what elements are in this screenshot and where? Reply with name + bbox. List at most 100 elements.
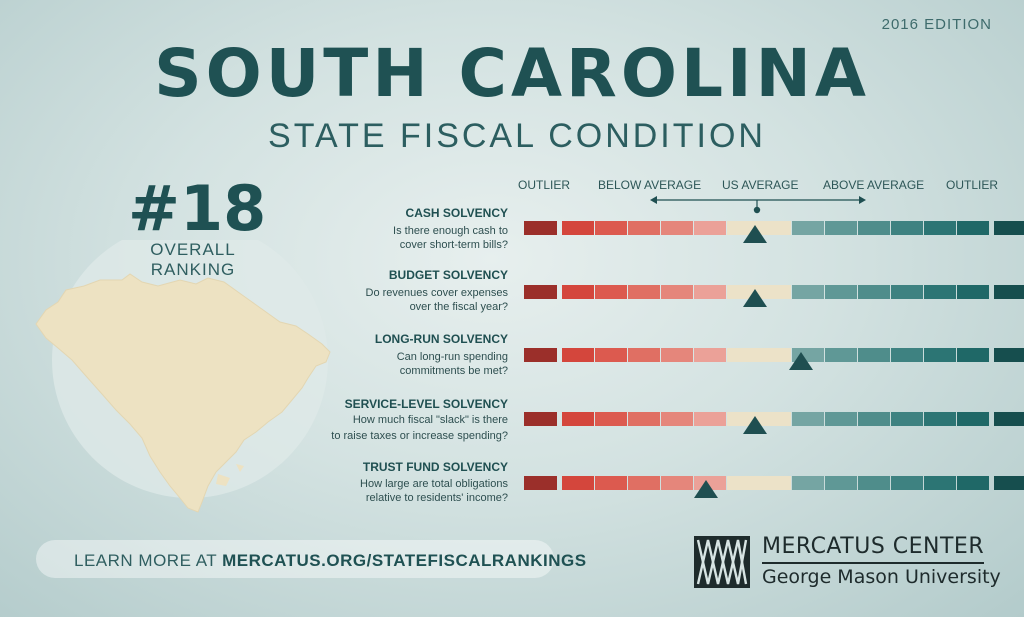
org-subtitle: George Mason University xyxy=(762,566,1001,588)
bar-segment xyxy=(858,412,890,426)
ranking-marker xyxy=(694,480,719,498)
bar-segment xyxy=(595,285,627,299)
org-name: MERCATUS CENTER xyxy=(762,534,985,559)
bar-segment xyxy=(957,412,989,426)
bar-segment xyxy=(661,221,693,235)
bar-segment xyxy=(825,412,857,426)
org-divider xyxy=(762,562,984,564)
metric-title: TRUST FUND SOLVENCY xyxy=(362,460,508,474)
metric-question-line1: Can long-run spending xyxy=(396,351,508,363)
bar-segment xyxy=(924,412,956,426)
bar-segment xyxy=(524,221,557,235)
metric-bar xyxy=(524,412,1024,426)
bar-segment xyxy=(924,476,956,490)
bar-segment xyxy=(562,412,594,426)
learn-more-prefix: LEARN MORE AT xyxy=(74,551,223,570)
bar-segment xyxy=(524,476,557,490)
metric-question-line1: Is there enough cash to xyxy=(393,225,508,237)
bar-segment xyxy=(994,412,1024,426)
rank-number: #18 xyxy=(128,172,267,245)
scale-outlier-low: OUTLIER xyxy=(518,178,571,192)
bar-segment xyxy=(595,412,627,426)
mercatus-logo-icon xyxy=(694,536,750,588)
bar-segment xyxy=(562,348,594,362)
bar-segment xyxy=(924,221,956,235)
bar-segment xyxy=(694,412,726,426)
bar-segment xyxy=(891,285,923,299)
bar-segment xyxy=(595,221,627,235)
metric-bar xyxy=(524,476,1024,490)
metric-question-line1: How much fiscal "slack" is there xyxy=(352,414,508,426)
metric-title: CASH SOLVENCY xyxy=(405,206,508,220)
bar-segment xyxy=(792,476,824,490)
bar-segment xyxy=(891,412,923,426)
metric-question-line1: Do revenues cover expenses xyxy=(365,287,508,299)
bar-segment xyxy=(924,285,956,299)
metric-bar xyxy=(524,348,1024,362)
bar-segment xyxy=(792,285,824,299)
state-title: SOUTH CAROLINA xyxy=(154,35,870,112)
metric-title: BUDGET SOLVENCY xyxy=(388,268,508,282)
bar-segment xyxy=(694,348,726,362)
bar-segment xyxy=(792,221,824,235)
bar-segment xyxy=(661,412,693,426)
south-carolina-shape xyxy=(35,273,331,513)
scale-us-average: US AVERAGE xyxy=(722,178,799,192)
metric-question-line2: relative to residents' income? xyxy=(365,492,508,504)
bar-segment xyxy=(661,348,693,362)
edition-label: 2016 EDITION xyxy=(881,16,992,33)
bar-segment xyxy=(562,221,594,235)
bar-segment xyxy=(994,348,1024,362)
bar-segment xyxy=(524,348,557,362)
bar-segment xyxy=(825,285,857,299)
bar-segment xyxy=(628,285,660,299)
bar-segment xyxy=(661,476,693,490)
learn-more-url[interactable]: MERCATUS.ORG/STATEFISCALRANKINGS xyxy=(222,551,587,570)
rank-label: OVERALL RANKING xyxy=(150,240,236,279)
bar-segment xyxy=(858,476,890,490)
bar-segment xyxy=(727,476,791,490)
bar-segment xyxy=(562,285,594,299)
bar-segment xyxy=(957,285,989,299)
bar-segment xyxy=(825,476,857,490)
bar-segment xyxy=(924,348,956,362)
metric-question-line2: to raise taxes or increase spending? xyxy=(331,430,508,442)
bar-segment xyxy=(858,285,890,299)
bar-segment xyxy=(825,221,857,235)
average-dot xyxy=(753,206,761,214)
bar-segment xyxy=(562,476,594,490)
bar-segment xyxy=(524,412,557,426)
bar-segment xyxy=(957,476,989,490)
bar-segment xyxy=(994,476,1024,490)
bar-segment xyxy=(891,348,923,362)
bar-segment xyxy=(694,221,726,235)
bar-segment xyxy=(727,348,791,362)
coastal-islands xyxy=(216,464,244,486)
learn-more-pill[interactable] xyxy=(36,540,554,578)
metric-question-line2: cover short-term bills? xyxy=(399,239,508,251)
metric-bar xyxy=(524,221,1024,235)
bar-segment xyxy=(957,348,989,362)
metric-question-line2: commitments be met? xyxy=(399,365,508,377)
bar-segment xyxy=(994,285,1024,299)
bar-segment xyxy=(661,285,693,299)
bar-segment xyxy=(628,476,660,490)
scale-arrow xyxy=(650,196,866,214)
scale-above-average: ABOVE AVERAGE xyxy=(823,178,925,192)
bar-segment xyxy=(858,221,890,235)
metric-title: LONG-RUN SOLVENCY xyxy=(374,332,508,346)
bar-segment xyxy=(694,285,726,299)
bar-segment xyxy=(595,476,627,490)
state-map xyxy=(30,222,340,530)
bar-segment xyxy=(792,412,824,426)
scale-outlier-high: OUTLIER xyxy=(946,178,999,192)
scale-below-average: BELOW AVERAGE xyxy=(598,178,702,192)
ranking-marker xyxy=(743,225,767,243)
subtitle: STATE FISCAL CONDITION xyxy=(268,117,766,155)
bar-segment xyxy=(858,348,890,362)
learn-more-text[interactable]: LEARN MORE AT MERCATUS.ORG/STATEFISCALRA… xyxy=(74,551,587,571)
ranking-marker xyxy=(743,416,767,434)
ranking-marker xyxy=(743,289,767,307)
bar-segment xyxy=(628,221,660,235)
bar-segment xyxy=(628,412,660,426)
